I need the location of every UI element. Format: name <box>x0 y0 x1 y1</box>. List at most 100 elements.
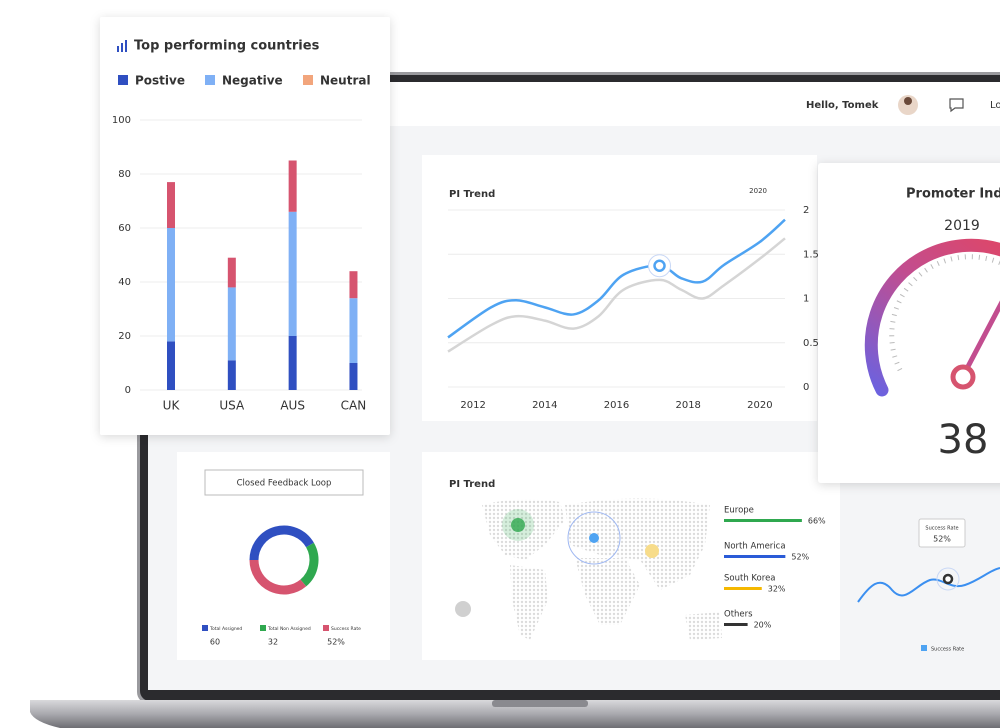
bar-segment <box>167 341 175 390</box>
sparkline-ring <box>936 567 960 591</box>
bar-segment <box>288 336 297 390</box>
category-label: South Korea <box>724 574 776 584</box>
y-tick-label: 0 <box>803 382 809 393</box>
laptop-notch <box>492 700 588 707</box>
value-label: 52% <box>791 553 809 562</box>
sparkline-marker <box>942 573 954 585</box>
feedback-button[interactable] <box>204 469 364 496</box>
y-tick-label: 100 <box>112 115 131 126</box>
bar-segment <box>349 271 358 299</box>
bar-segment <box>227 257 236 288</box>
avatar-hair <box>904 97 912 105</box>
donut-segment <box>300 542 319 587</box>
trend-line <box>447 218 786 339</box>
x-tick-label: CAN <box>341 399 367 413</box>
category-label: Europe <box>724 506 754 516</box>
gauge-value: 38 <box>938 417 989 463</box>
y-tick-label: 0.5 <box>803 338 819 349</box>
x-tick-label: 2012 <box>460 400 485 411</box>
legend-label: Total Assigned <box>209 626 242 632</box>
bar <box>724 587 762 590</box>
bar-segment <box>227 287 236 361</box>
value-label: 32 <box>268 638 278 647</box>
category-label: North America <box>724 542 786 552</box>
legend-swatch <box>202 625 208 631</box>
bar <box>724 519 802 522</box>
value-label: 32% <box>768 585 786 594</box>
legend-label: Negative <box>222 74 283 88</box>
legend-swatch <box>921 645 927 651</box>
y-tick-label: 2 <box>803 205 809 216</box>
legend-label: Success Rate <box>931 647 964 653</box>
bar <box>724 555 786 558</box>
gauge-needle <box>960 300 1000 379</box>
chart-title: PI Trend <box>449 189 495 200</box>
legend-label: Total Non Assigned <box>267 626 311 632</box>
bar-segment <box>227 360 236 390</box>
bar-segment <box>288 160 297 212</box>
gauge-arc <box>864 238 1000 397</box>
map-dot <box>589 533 599 543</box>
y-tick-label: 80 <box>118 169 131 180</box>
bar-segment <box>288 211 297 336</box>
legend-swatch <box>260 625 266 631</box>
tooltip-value: 52% <box>933 535 951 544</box>
button-label: Closed Feedback Loop <box>237 479 332 489</box>
bar-segment <box>167 228 175 342</box>
bar-icon <box>117 40 127 52</box>
x-tick-label: AUS <box>280 399 305 413</box>
y-tick-label: 60 <box>118 223 131 234</box>
x-tick-label: UK <box>163 399 181 413</box>
donut-segment <box>249 559 307 595</box>
legend-swatch <box>323 625 329 631</box>
world-map <box>482 498 722 640</box>
x-tick-label: USA <box>219 399 245 413</box>
legend-label: Success Rate <box>331 626 361 632</box>
value-label: 20% <box>754 621 772 630</box>
map-dot <box>511 518 525 532</box>
legend-swatch <box>205 75 215 85</box>
trend-line <box>447 237 786 353</box>
legend-swatch <box>118 75 128 85</box>
chart-subtitle: 2020 <box>749 187 767 195</box>
chat-icon[interactable] <box>949 98 964 113</box>
value-label: 52% <box>327 638 345 647</box>
map-ring <box>567 511 621 565</box>
y-tick-label: 1 <box>803 294 809 305</box>
bar-segment <box>349 363 358 390</box>
legend-swatch <box>303 75 313 85</box>
donut-segment <box>249 525 314 561</box>
x-tick-label: 2014 <box>532 400 557 411</box>
tooltip <box>918 518 966 548</box>
x-tick-label: 2018 <box>675 400 700 411</box>
y-tick-label: 0 <box>125 385 131 396</box>
menu-item[interactable]: Lo <box>990 100 1000 111</box>
trend-card <box>422 155 817 421</box>
gauge-subtitle: 2019 <box>944 218 980 234</box>
y-tick-label: 20 <box>118 331 131 342</box>
gauge-title: Promoter Inde <box>906 187 1000 202</box>
legend-label: Neutral <box>320 74 371 88</box>
sparkline <box>857 567 1000 603</box>
tooltip-title: Success Rate <box>925 526 958 532</box>
y-tick-label: 1.5 <box>803 249 819 260</box>
map-dot <box>645 544 659 558</box>
value-label: 60 <box>210 638 220 647</box>
map-dot <box>455 601 471 617</box>
x-tick-label: 2016 <box>604 400 629 411</box>
legend-label: Postive <box>135 74 185 88</box>
laptop-base <box>30 700 1000 728</box>
x-tick-label: 2020 <box>747 400 772 411</box>
greeting: Hello, Tomek <box>806 100 879 111</box>
chart-title: PI Trend <box>449 479 495 490</box>
category-label: Others <box>724 610 753 620</box>
y-tick-label: 40 <box>118 277 131 288</box>
bar-segment <box>167 182 175 228</box>
bar-segment <box>349 298 358 363</box>
gauge-pin <box>950 364 976 390</box>
bar <box>724 623 748 626</box>
value-label: 66% <box>808 517 826 526</box>
chart-title: Top performing countries <box>134 39 320 54</box>
highlight-point <box>653 259 666 273</box>
